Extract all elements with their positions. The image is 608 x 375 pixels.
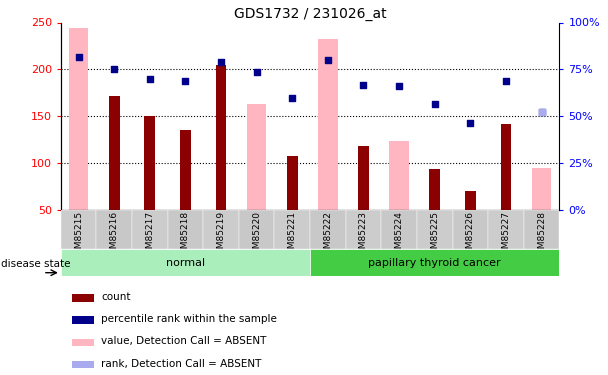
Bar: [381, 210, 417, 249]
Bar: [346, 210, 381, 249]
Bar: [318, 39, 337, 210]
Bar: [72, 339, 94, 346]
Text: GSM85222: GSM85222: [323, 211, 333, 260]
Bar: [500, 124, 511, 210]
Text: disease state: disease state: [1, 260, 71, 269]
Text: normal: normal: [166, 258, 205, 267]
Bar: [216, 64, 226, 210]
Text: GSM85217: GSM85217: [145, 211, 154, 260]
Text: GSM85218: GSM85218: [181, 211, 190, 260]
Bar: [72, 294, 94, 302]
Bar: [239, 210, 274, 249]
Bar: [532, 168, 551, 210]
Point: [323, 57, 333, 63]
Point: [501, 78, 511, 84]
Bar: [452, 210, 488, 249]
Text: GSM85224: GSM85224: [395, 211, 404, 260]
Text: GSM85215: GSM85215: [74, 211, 83, 260]
Bar: [69, 28, 88, 210]
Text: GSM85219: GSM85219: [216, 211, 226, 260]
Text: GSM85216: GSM85216: [109, 211, 119, 260]
Bar: [429, 169, 440, 210]
Point: [466, 120, 475, 126]
Point: [109, 66, 119, 72]
Title: GDS1732 / 231026_at: GDS1732 / 231026_at: [233, 8, 387, 21]
Text: GSM85220: GSM85220: [252, 211, 261, 260]
Bar: [488, 210, 523, 249]
Point: [394, 83, 404, 89]
Point: [430, 101, 440, 107]
Point: [537, 109, 547, 115]
Text: GSM85226: GSM85226: [466, 211, 475, 260]
Bar: [465, 191, 475, 210]
Bar: [523, 210, 559, 249]
Bar: [109, 96, 120, 210]
Bar: [97, 210, 132, 249]
Bar: [203, 210, 239, 249]
Point: [216, 59, 226, 65]
Text: percentile rank within the sample: percentile rank within the sample: [101, 314, 277, 324]
Bar: [274, 210, 310, 249]
Point: [537, 109, 547, 115]
Bar: [389, 141, 409, 210]
Text: papillary thyroid cancer: papillary thyroid cancer: [368, 258, 501, 267]
Bar: [132, 210, 168, 249]
Text: rank, Detection Call = ABSENT: rank, Detection Call = ABSENT: [101, 358, 261, 369]
Bar: [168, 210, 203, 249]
Bar: [358, 146, 369, 210]
Point: [181, 78, 190, 84]
Bar: [287, 156, 297, 210]
Point: [74, 54, 83, 60]
Text: GSM85223: GSM85223: [359, 211, 368, 260]
Bar: [145, 116, 155, 210]
Text: value, Detection Call = ABSENT: value, Detection Call = ABSENT: [101, 336, 266, 346]
Bar: [417, 210, 452, 249]
Point: [288, 94, 297, 100]
Bar: [72, 316, 94, 324]
Point: [252, 69, 261, 75]
Bar: [72, 361, 94, 368]
Text: GSM85225: GSM85225: [430, 211, 439, 260]
Point: [359, 82, 368, 88]
Text: GSM85221: GSM85221: [288, 211, 297, 260]
Bar: [61, 249, 310, 276]
Bar: [310, 210, 346, 249]
Bar: [180, 130, 191, 210]
Point: [145, 76, 154, 82]
Bar: [247, 104, 266, 210]
Text: GSM85227: GSM85227: [502, 211, 511, 260]
Bar: [61, 210, 97, 249]
Text: GSM85228: GSM85228: [537, 211, 546, 260]
Text: count: count: [101, 292, 131, 302]
Bar: [310, 249, 559, 276]
